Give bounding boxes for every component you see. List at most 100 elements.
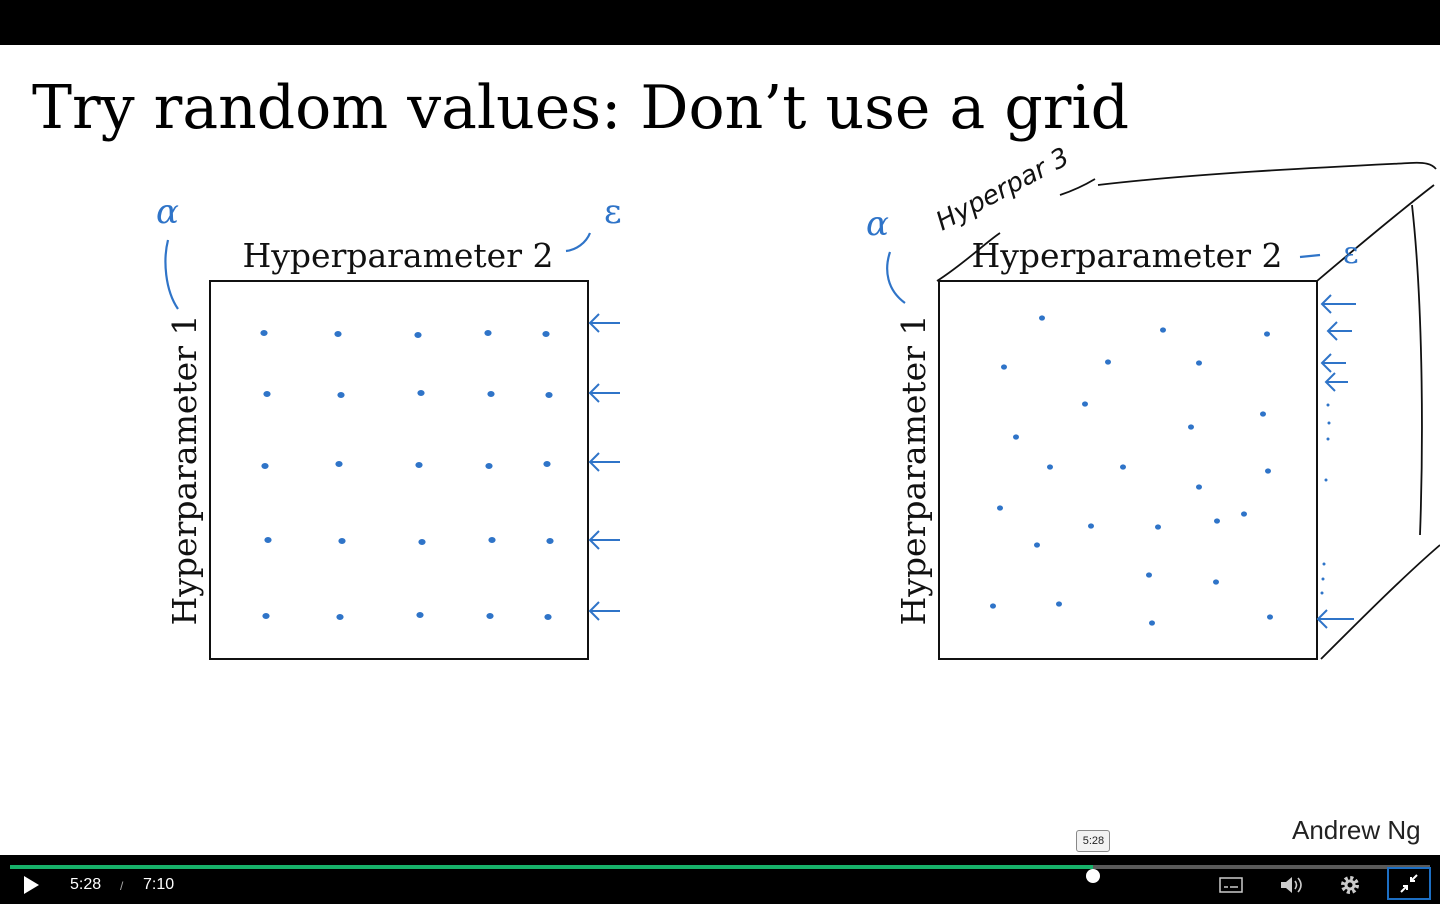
sample-point [484,330,492,336]
captions-button[interactable] [1216,872,1246,898]
exit-fullscreen-icon [1400,874,1418,893]
hyperparameter-3-annotation: Hyperpar 3 [931,142,1074,237]
sample-point [1034,542,1040,548]
arrow-mark [588,452,620,472]
sample-point [1001,364,1007,370]
sample-point [1056,601,1062,607]
grid-top-axis-label: Hyperparameter 2 [243,236,554,275]
sample-point [264,537,272,543]
random-arrow-annotations [1316,294,1356,629]
sample-point [1327,421,1331,425]
sample-point [544,614,552,620]
duration: 7:10 [143,876,175,893]
grid-sample-points [260,330,554,620]
random-top-axis-label: Hyperparameter 2 [972,236,1283,275]
progress-fill [10,865,1094,869]
exit-fullscreen-button[interactable] [1387,867,1431,900]
sample-point [1241,511,1247,517]
settings-button[interactable] [1335,872,1365,898]
sample-point [414,332,422,338]
slide-title: Try random values: Don’t use a grid [32,73,1130,143]
arrow-mark [588,313,620,333]
sample-point [416,612,424,618]
sample-point [1321,577,1325,581]
settings-gear-icon [1341,876,1359,894]
current-time: 5:28 [70,876,102,893]
sample-point [1213,579,1219,585]
sample-point [486,613,494,619]
player-controls: 5:28 / 7:10 [0,855,1440,900]
volume-button[interactable] [1276,872,1306,898]
sample-point [1196,360,1202,366]
volume-icon [1281,877,1302,893]
sample-point [542,331,550,337]
sample-point [1160,327,1166,333]
grid-side-axis-label: Hyperparameter 1 [165,315,204,626]
sample-point [1326,403,1330,407]
video-frame[interactable]: Try random values: Don’t use a grid Hype… [0,45,1440,855]
arrow-mark [1320,353,1346,373]
slide-author: Andrew Ng [1292,815,1421,845]
sample-point [1267,614,1273,620]
sample-point [485,463,493,469]
sample-point [487,391,495,397]
sample-point [1039,315,1045,321]
letterbox-top [0,0,1440,45]
arrow-mark [1320,294,1356,314]
random-search-front-face [938,280,1318,660]
grid-search-box [209,280,589,660]
sample-point [336,614,344,620]
random-epsilon-annotation: ε [1343,236,1359,271]
sample-point [1196,484,1202,490]
grid-search-panel: Hyperparameter 2 Hyperparameter 1 α ε [156,192,622,660]
sample-point [335,461,343,467]
sample-point [1155,524,1161,530]
sample-point [543,461,551,467]
arrow-mark [1326,321,1352,341]
sample-point [260,330,268,336]
random-search-panel: Hyperparameter 2 Hyperparameter 1 Hyperp… [866,142,1440,660]
sample-point [1320,591,1324,595]
random-side-axis-label: Hyperparameter 1 [894,315,933,626]
sample-point [997,505,1003,511]
sample-point [334,331,342,337]
grid-alpha-annotation: α [156,192,179,232]
captions-icon [1219,877,1243,893]
sample-point [1265,468,1271,474]
time-tooltip: 5:28 [1076,830,1111,852]
sample-point [1047,464,1053,470]
progress-bar[interactable] [10,865,1430,883]
sample-point [261,463,269,469]
sample-point [1326,437,1330,441]
sample-point [546,538,554,544]
sample-point [1324,478,1328,482]
sample-point [415,462,423,468]
sample-point [545,392,553,398]
sample-point [262,613,270,619]
sample-point [1264,331,1270,337]
sample-point [990,603,996,609]
arrow-mark [1324,372,1348,392]
arrow-mark [588,383,620,403]
time-separator: / [120,879,124,893]
sample-point [417,390,425,396]
sample-point [337,392,345,398]
arrow-mark [1316,609,1354,629]
sample-point [1146,572,1152,578]
sample-point [1120,464,1126,470]
scrub-handle[interactable] [1086,869,1101,883]
sample-point [338,538,346,544]
grid-epsilon-annotation: ε [604,192,622,232]
arrow-mark [588,601,620,621]
sample-point [1013,434,1019,440]
sample-point [263,391,271,397]
random-alpha-annotation: α [866,204,889,244]
play-icon [24,876,39,894]
sample-point [1149,620,1155,626]
grid-arrow-annotations [588,313,620,621]
sample-point [1105,359,1111,365]
play-button[interactable] [14,871,46,899]
sample-point [1088,523,1094,529]
random-sample-points [990,315,1273,626]
sample-point [1188,424,1194,430]
